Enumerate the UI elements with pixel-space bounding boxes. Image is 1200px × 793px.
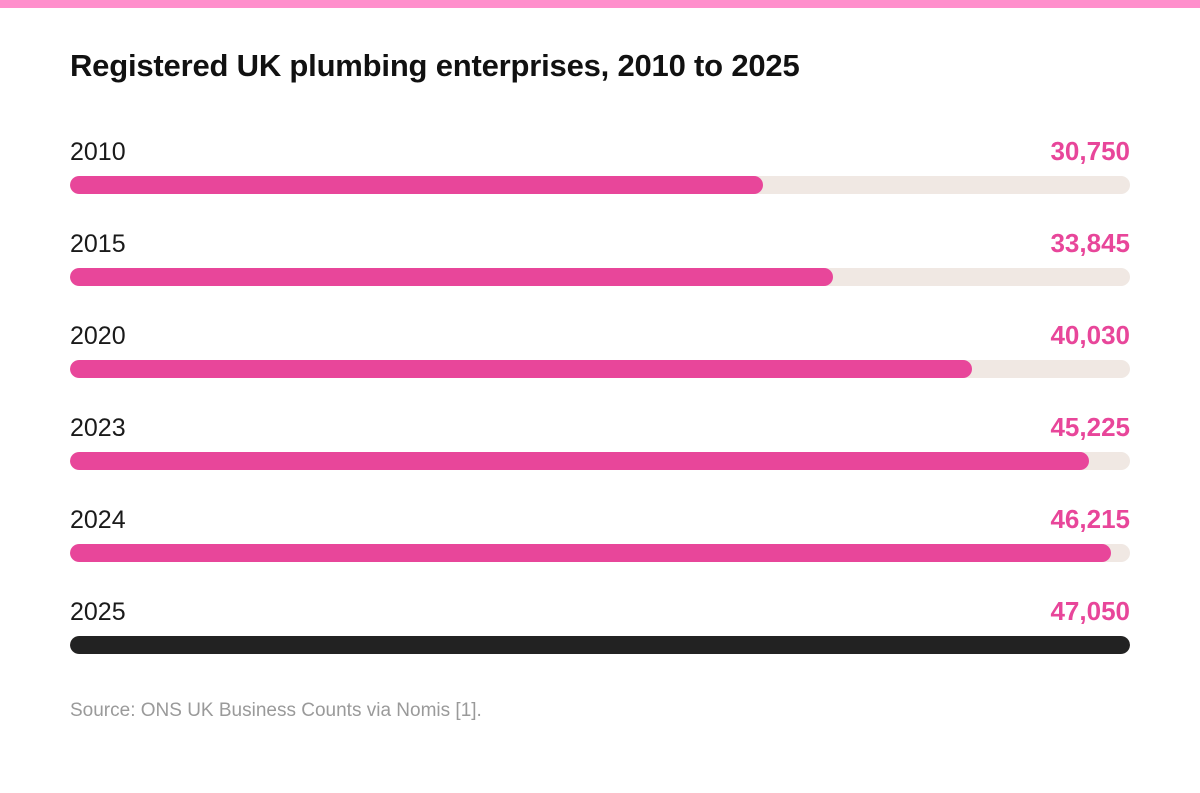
bar-track [70,268,1130,286]
bar-row-2010: 2010 30,750 [70,132,1130,194]
category-label: 2024 [70,506,126,534]
bar-2020 [70,360,972,378]
bar-2023 [70,452,1089,470]
value-label: 47,050 [1050,596,1130,626]
category-label: 2015 [70,230,126,258]
value-label: 45,225 [1050,412,1130,442]
bar-row-2024: 2024 46,215 [70,500,1130,562]
bar-2015 [70,268,833,286]
bar-track [70,360,1130,378]
category-label: 2010 [70,138,126,166]
bar-row-2020: 2020 40,030 [70,316,1130,378]
source-note: Source: ONS UK Business Counts via Nomis… [70,700,482,721]
value-label: 40,030 [1050,320,1130,350]
bar-row-2023: 2023 45,225 [70,408,1130,470]
bar-row-2025: 2025 47,050 [70,592,1130,654]
bar-track [70,636,1130,654]
top-accent-strip [0,0,1200,8]
value-label: 30,750 [1050,136,1130,166]
bar-2025 [70,636,1130,654]
value-label: 46,215 [1050,504,1130,534]
bar-track [70,176,1130,194]
bar-track [70,452,1130,470]
bar-row-2015: 2015 33,845 [70,224,1130,286]
chart-title: Registered UK plumbing enterprises, 2010… [70,48,800,83]
value-label: 33,845 [1050,228,1130,258]
category-label: 2025 [70,598,126,626]
category-label: 2023 [70,414,126,442]
bar-2024 [70,544,1111,562]
bar-2010 [70,176,763,194]
category-label: 2020 [70,322,126,350]
bar-track [70,544,1130,562]
